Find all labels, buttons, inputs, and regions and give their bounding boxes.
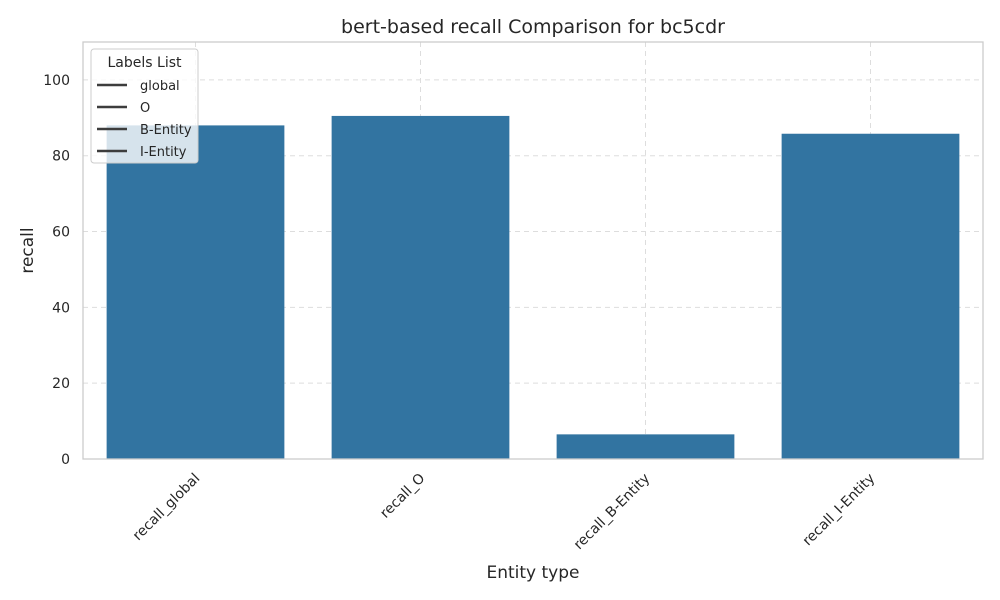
y-tick-label: 80 — [52, 149, 70, 165]
legend-entries: global O B-Entity I-Entity — [97, 79, 192, 160]
x-tick-label: recall_I-Entity — [800, 471, 879, 550]
legend-entry-label: O — [140, 101, 150, 116]
legend-entry-label: global — [140, 79, 180, 94]
legend-title: Labels List — [108, 55, 182, 71]
x-tick-label: recall_B-Entity — [571, 471, 653, 553]
legend-entry-label: B-Entity — [140, 123, 192, 138]
bar-recall_O — [331, 115, 510, 459]
bar-recall_B-Entity — [556, 434, 735, 459]
chart-title: bert-based recall Comparison for bc5cdr — [341, 16, 725, 38]
y-tick-label: 60 — [52, 225, 70, 241]
plot-frame — [82, 41, 984, 460]
bar-recall_global — [106, 125, 285, 460]
bars — [106, 115, 960, 460]
x-axis-ticks: recall_global recall_O recall_B-Entity reca… — [130, 471, 878, 553]
y-tick-label: 0 — [61, 452, 70, 468]
y-tick-label: 100 — [43, 73, 70, 89]
x-tick-label: recall_O — [377, 471, 428, 522]
x-axis-label: Entity type — [486, 563, 579, 583]
y-axis-ticks: 0 20 40 60 80 100 — [43, 73, 70, 468]
legend: Labels List global O B-Entity I-Entity — [90, 48, 199, 164]
y-axis-label: recall — [18, 227, 38, 273]
y-tick-label: 20 — [52, 376, 70, 392]
legend-box — [90, 48, 199, 164]
y-tick-label: 40 — [52, 300, 70, 316]
x-tick-label: recall_global — [130, 471, 203, 544]
legend-entry-label: I-Entity — [140, 145, 187, 160]
bar-recall_I-Entity — [781, 133, 960, 460]
